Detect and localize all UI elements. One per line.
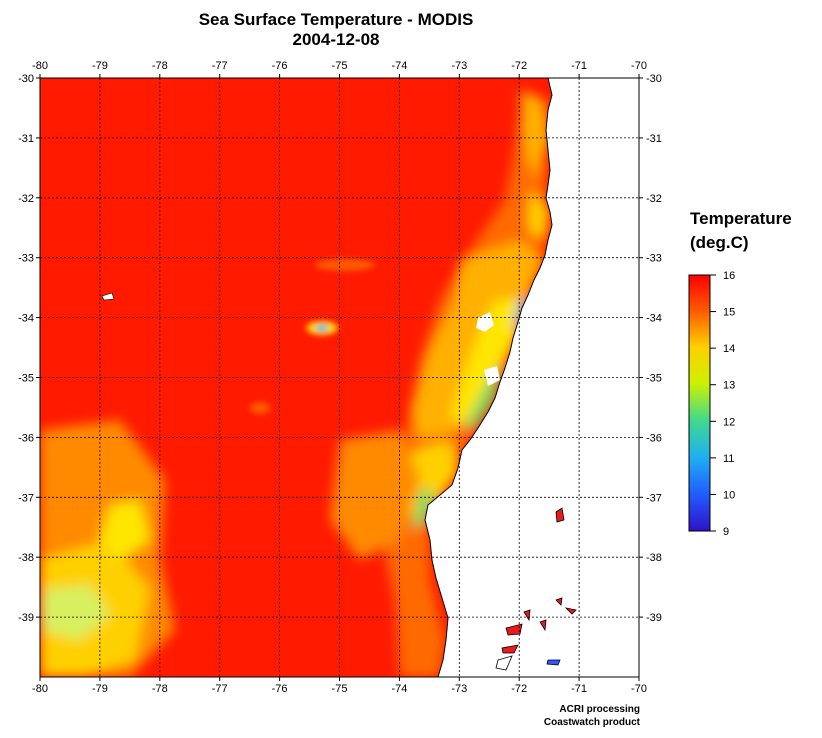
- lat-tick-label-right: -35: [646, 373, 662, 385]
- island-shape: [539, 619, 547, 632]
- lat-tick-label-right: -34: [646, 313, 662, 325]
- sst-gradient-features: [40, 90, 550, 677]
- title-text: Sea Surface Temperature - MODIS: [198, 10, 474, 29]
- lon-tick-label-top: -75: [332, 60, 348, 72]
- lat-tick-label-left: -35: [18, 373, 34, 385]
- legend-tick-label: 16: [723, 270, 735, 282]
- credit-line1: ACRI processing: [559, 704, 640, 715]
- lon-tick-label-top: -77: [212, 60, 228, 72]
- lon-tick-label-bottom: -72: [511, 683, 527, 695]
- lon-tick-label-bottom: -73: [451, 683, 467, 695]
- plot-frame: [39, 77, 640, 678]
- island-shape: [505, 623, 523, 636]
- axis-ticks: -80 -80 -79 -79 -78 -78 -77 -77 -76 -76 -75 -75 -74 -…: [18, 60, 662, 695]
- legend-title: Temperature (deg.C): [690, 207, 792, 255]
- legend-tick-label: 11: [723, 453, 734, 465]
- legend-tick-label: 15: [723, 307, 735, 319]
- lat-tick-label-right: -36: [646, 432, 662, 444]
- lon-tick-label-top: -73: [451, 60, 467, 72]
- lon-tick-label-bottom: -76: [272, 683, 288, 695]
- island-shape: [555, 597, 563, 606]
- lon-tick-label-bottom: -74: [391, 683, 407, 695]
- legend-tick-label: 12: [723, 416, 735, 428]
- lat-tick-label-right: -33: [646, 253, 662, 265]
- legend-tick-label: 13: [723, 380, 735, 392]
- lat-tick-label-left: -30: [18, 73, 34, 85]
- lon-tick-label-bottom: -77: [212, 683, 228, 695]
- lon-tick-label-bottom: -70: [631, 683, 647, 695]
- lon-tick-label-top: -70: [631, 60, 647, 72]
- lake-shape: [546, 659, 561, 666]
- lon-tick-label-bottom: -78: [152, 683, 168, 695]
- legend-tick-label: 14: [723, 343, 735, 355]
- lon-tick-label-top: -72: [511, 60, 527, 72]
- lat-tick-label-right: -31: [646, 133, 662, 145]
- lat-tick-label-right: -39: [646, 612, 662, 624]
- date-text: 2004-12-08: [292, 30, 380, 49]
- lat-tick-label-right: -30: [646, 73, 662, 85]
- lon-tick-label-bottom: -79: [92, 683, 108, 695]
- lat-tick-label-left: -31: [18, 133, 34, 145]
- cloud-gap: [484, 366, 500, 386]
- lat-tick-label-left: -32: [18, 193, 34, 205]
- island-shape: [564, 607, 577, 615]
- island-shape: [555, 507, 565, 523]
- lon-tick-label-top: -79: [92, 60, 108, 72]
- lat-tick-label-left: -36: [18, 432, 34, 444]
- lon-tick-label-top: -78: [152, 60, 168, 72]
- lon-tick-label-top: -76: [272, 60, 288, 72]
- lon-tick-label-bottom: -75: [332, 683, 348, 695]
- lon-tick-label-bottom: -80: [32, 683, 48, 695]
- map-title: Sea Surface Temperature - MODIS 2004-12-…: [0, 10, 672, 50]
- legend-tick-label: 10: [723, 489, 735, 501]
- legend-title-line2: (deg.C): [690, 233, 749, 252]
- credit-text: ACRI processing Coastwatch product: [520, 703, 640, 729]
- legend-tick-label: 9: [723, 526, 729, 538]
- lat-tick-label-right: -37: [646, 492, 662, 504]
- credit-line2: Coastwatch product: [543, 717, 640, 728]
- lat-tick-label-left: -34: [18, 313, 34, 325]
- lon-tick-label-top: -71: [571, 60, 587, 72]
- cloud-gap: [476, 312, 494, 332]
- lat-tick-label-left: -33: [18, 253, 34, 265]
- legend-title-line1: Temperature: [690, 209, 792, 228]
- lat-tick-label-right: -38: [646, 552, 662, 564]
- small-eddies: [58, 259, 375, 457]
- legend-colorbar: [688, 274, 711, 532]
- lat-tick-label-right: -32: [646, 193, 662, 205]
- island-shape: [501, 644, 519, 654]
- lat-tick-label-left: -39: [18, 612, 34, 624]
- lon-tick-label-bottom: -71: [571, 683, 587, 695]
- cloud-gap: [101, 292, 115, 301]
- lat-tick-label-left: -37: [18, 492, 34, 504]
- lon-tick-label-top: -80: [32, 60, 48, 72]
- lat-tick-label-left: -38: [18, 552, 34, 564]
- lon-tick-label-top: -74: [391, 60, 407, 72]
- island-shape: [495, 655, 513, 671]
- legend-ticks: 16 15 14 13 12 11 10 9: [710, 270, 735, 538]
- island-shape: [523, 609, 531, 622]
